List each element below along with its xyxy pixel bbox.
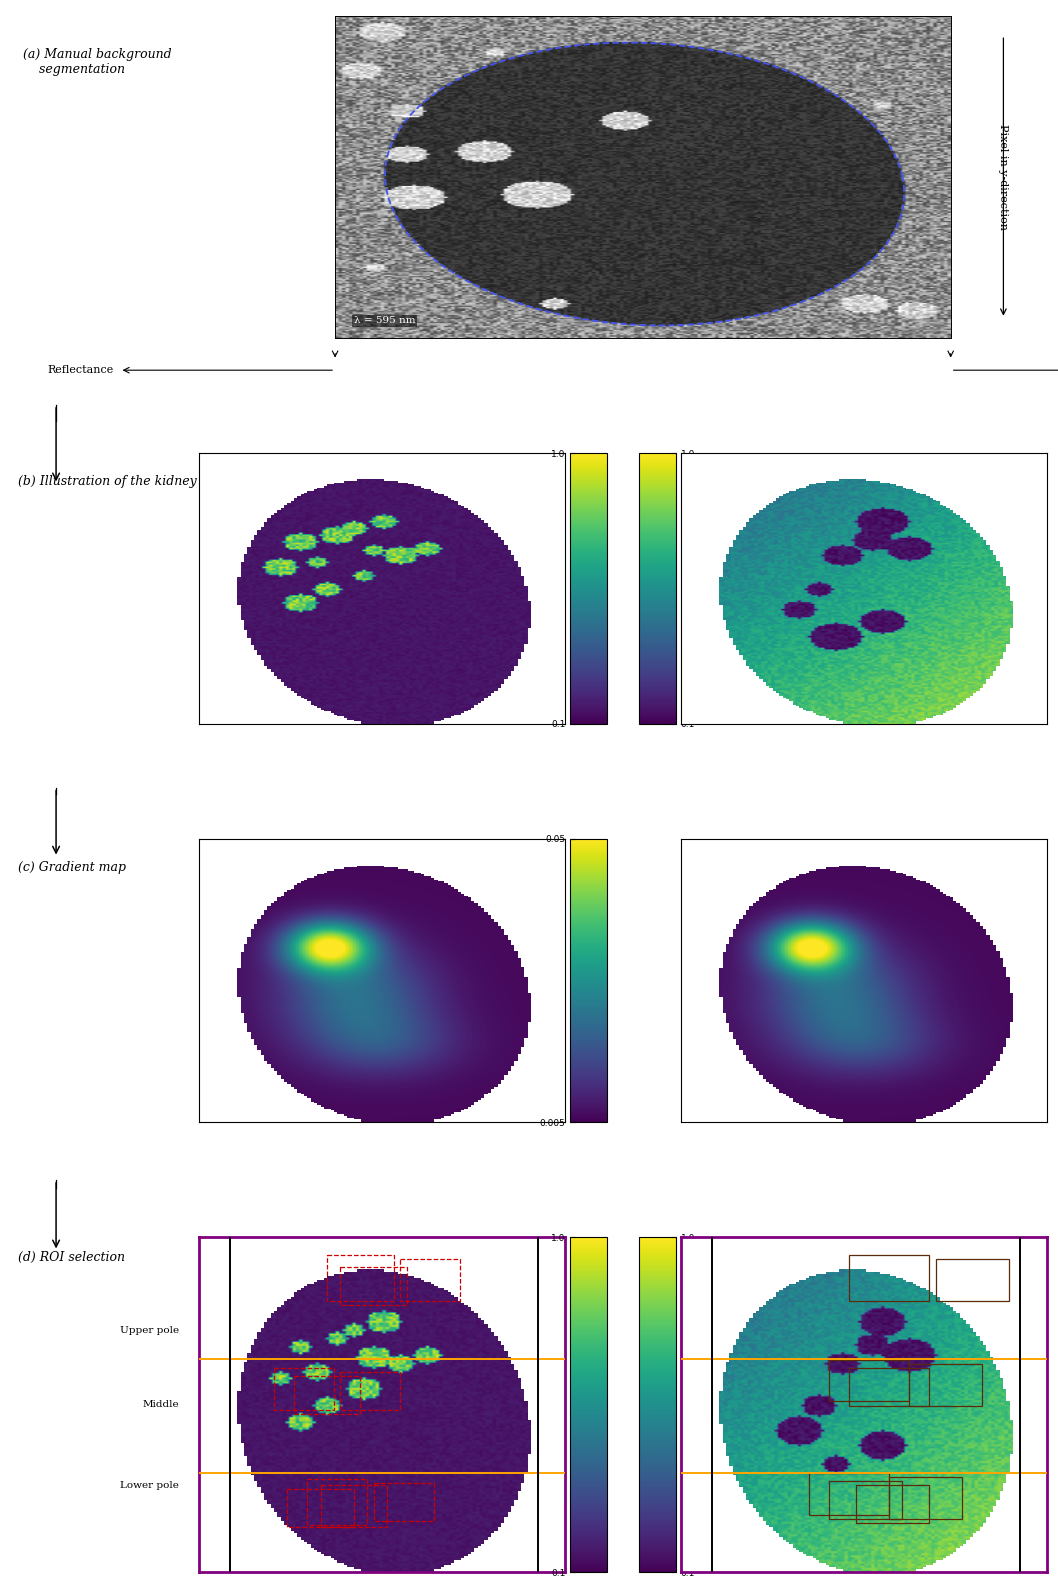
Bar (373, 1483, 434, 1521)
Text: Pixel in y-direction: Pixel in y-direction (999, 124, 1008, 230)
Text: (d) ROI selection: (d) ROI selection (18, 1250, 125, 1264)
Bar (327, 1255, 394, 1301)
Bar (294, 1377, 361, 1413)
Text: (c) Gradient map: (c) Gradient map (18, 861, 126, 875)
Bar (889, 1477, 963, 1518)
Bar (401, 1259, 460, 1301)
Text: Lower pole: Lower pole (121, 1480, 179, 1490)
Bar (850, 1367, 929, 1405)
Bar (936, 1259, 1009, 1301)
Text: Upper pole: Upper pole (120, 1326, 179, 1336)
Bar (809, 1472, 889, 1515)
Bar (850, 1255, 929, 1301)
Bar (274, 1367, 334, 1410)
Bar (856, 1485, 929, 1523)
Bar (829, 1359, 909, 1402)
Bar (829, 1482, 902, 1518)
Bar (287, 1490, 353, 1528)
Text: Reflectance: Reflectance (48, 365, 113, 375)
Bar (341, 1372, 401, 1410)
Text: Middle: Middle (143, 1401, 179, 1409)
Bar (321, 1485, 387, 1528)
Bar (909, 1364, 983, 1405)
Bar (341, 1267, 407, 1305)
Text: (b) Illustration of the kidney: (b) Illustration of the kidney (18, 475, 197, 488)
Text: λ = 595 nm: λ = 595 nm (353, 316, 415, 326)
Text: (a) Manual background
    segmentation: (a) Manual background segmentation (23, 48, 171, 76)
Bar (307, 1478, 367, 1524)
